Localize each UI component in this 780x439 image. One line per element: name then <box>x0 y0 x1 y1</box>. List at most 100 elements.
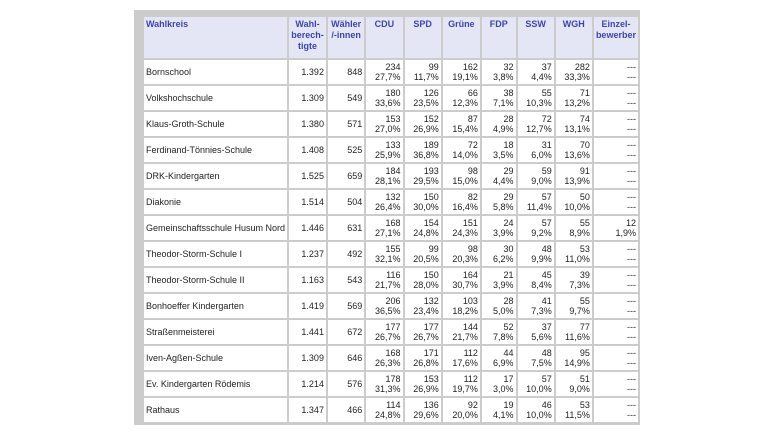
gruene-cell: 92 20,0% <box>442 398 480 422</box>
vote-count: 98 <box>467 244 478 254</box>
vote-count: 132 <box>385 192 401 202</box>
wahlkreis-name: Volkshochschule <box>144 86 288 110</box>
wahlkreis-name: Rathaus <box>144 398 288 422</box>
vote-percent: --- <box>627 124 636 134</box>
wahlberechtigte-cell: 1.446 <box>289 216 326 240</box>
vote-count: 70 <box>579 140 590 150</box>
gruene-cell: 144 21,7% <box>442 320 480 344</box>
vote-count: 144 <box>462 322 478 332</box>
vote-percent: 20,5% <box>413 254 439 264</box>
cdu-cell: 132 26,4% <box>366 190 403 214</box>
vote-percent: 13,1% <box>564 124 590 134</box>
spd-cell: 99 11,7% <box>404 60 441 84</box>
wgh-cell: 74 13,1% <box>555 112 592 136</box>
results-panel: Wahlkreis Wahl-berech-tigte Wähler /-inn… <box>134 10 640 425</box>
spd-cell: 152 26,9% <box>404 112 441 136</box>
vote-percent: 33,3% <box>564 72 590 82</box>
einzelbewerber-cell: --- --- <box>593 60 638 84</box>
einzelbewerber-cell: --- --- <box>593 346 638 370</box>
waehler-cell: 525 <box>327 138 365 162</box>
gruene-cell: 112 19,7% <box>442 372 480 396</box>
vote-count: --- <box>627 400 636 410</box>
vote-count: 177 <box>423 322 439 332</box>
vote-percent: 11,7% <box>413 72 439 82</box>
spd-cell: 136 29,6% <box>404 398 441 422</box>
waehler-cell: 848 <box>327 60 365 84</box>
vote-count: --- <box>627 140 636 150</box>
vote-count: 46 <box>541 400 552 410</box>
vote-count: --- <box>627 374 636 384</box>
vote-count: 72 <box>541 114 552 124</box>
vote-percent: 1,9% <box>615 228 636 238</box>
vote-count: 151 <box>462 218 478 228</box>
waehler-cell: 492 <box>327 242 365 266</box>
vote-percent: 14,9% <box>564 358 590 368</box>
vote-percent: 19,1% <box>452 72 478 82</box>
vote-percent: 10,0% <box>526 410 552 420</box>
vote-count: 21 <box>503 270 514 280</box>
vote-percent: 36,5% <box>374 306 401 316</box>
table-row: Rathaus 1.347 466 114 24,8% 136 29,6% 92 20,0% 19… <box>144 398 638 422</box>
wahlkreis-name: Theodor-Storm-Schule I <box>144 242 288 266</box>
vote-percent: 10,0% <box>564 202 590 212</box>
ssw-cell: 48 9,9% <box>517 242 554 266</box>
table-row: Bornschool 1.392 848 234 27,7% 99 11,7% 162 19,1… <box>144 60 638 84</box>
vote-percent: --- <box>627 280 636 290</box>
vote-percent: 9,0% <box>569 384 590 394</box>
vote-percent: 26,9% <box>413 384 439 394</box>
vote-percent: 3,9% <box>492 280 514 290</box>
waehler-cell: 571 <box>327 112 365 136</box>
vote-count: 180 <box>385 88 401 98</box>
vote-percent: 24,8% <box>374 410 401 420</box>
vote-percent: 5,0% <box>492 306 514 316</box>
wgh-cell: 71 13,2% <box>555 86 592 110</box>
ssw-cell: 55 10,3% <box>517 86 554 110</box>
wgh-cell: 51 9,0% <box>555 372 592 396</box>
vote-count: 155 <box>385 244 401 254</box>
vote-percent: 9,9% <box>531 254 552 264</box>
vote-percent: 17,6% <box>452 358 478 368</box>
header-row: Wahlkreis Wahl-berech-tigte Wähler /-inn… <box>144 17 638 58</box>
cdu-cell: 155 32,1% <box>366 242 403 266</box>
vote-count: 31 <box>541 140 552 150</box>
vote-count: 154 <box>423 218 439 228</box>
vote-count: 206 <box>385 296 401 306</box>
spd-cell: 154 24,8% <box>404 216 441 240</box>
fdp-cell: 18 3,5% <box>481 138 516 162</box>
vote-percent: 20,0% <box>452 410 478 420</box>
wahlkreis-name: Theodor-Storm-Schule II <box>144 268 288 292</box>
spd-cell: 132 23,4% <box>404 294 441 318</box>
col-header-fdp: FDP <box>481 17 516 58</box>
vote-count: 189 <box>423 140 439 150</box>
vote-percent: 24,3% <box>452 228 478 238</box>
vote-percent: 31,3% <box>374 384 401 394</box>
vote-count: 38 <box>503 88 514 98</box>
gruene-cell: 151 24,3% <box>442 216 480 240</box>
fdp-cell: 21 3,9% <box>481 268 516 292</box>
spd-cell: 126 23,5% <box>404 86 441 110</box>
vote-percent: --- <box>627 176 636 186</box>
vote-count: 178 <box>385 374 401 384</box>
ssw-cell: 37 4,4% <box>517 60 554 84</box>
vote-percent: 19,7% <box>452 384 478 394</box>
wgh-cell: 95 14,9% <box>555 346 592 370</box>
vote-percent: 10,0% <box>526 384 552 394</box>
table-row: Theodor-Storm-Schule II 1.163 543 116 21,7% 1… <box>144 268 638 292</box>
wgh-cell: 50 10,0% <box>555 190 592 214</box>
vote-percent: 21,7% <box>374 280 401 290</box>
vote-count: 28 <box>503 296 514 306</box>
vote-percent: 36,8% <box>413 150 439 160</box>
wgh-cell: 70 13,6% <box>555 138 592 162</box>
wahlberechtigte-cell: 1.380 <box>289 112 326 136</box>
vote-count: --- <box>627 166 636 176</box>
vote-percent: 28,0% <box>413 280 439 290</box>
vote-percent: 27,0% <box>374 124 401 134</box>
vote-percent: --- <box>627 332 636 342</box>
spd-cell: 150 28,0% <box>404 268 441 292</box>
waehler-cell: 549 <box>327 86 365 110</box>
vote-count: 171 <box>423 348 439 358</box>
ssw-cell: 59 9,0% <box>517 164 554 188</box>
ssw-cell: 41 7,3% <box>517 294 554 318</box>
vote-count: 44 <box>503 348 514 358</box>
cdu-cell: 116 21,7% <box>366 268 403 292</box>
